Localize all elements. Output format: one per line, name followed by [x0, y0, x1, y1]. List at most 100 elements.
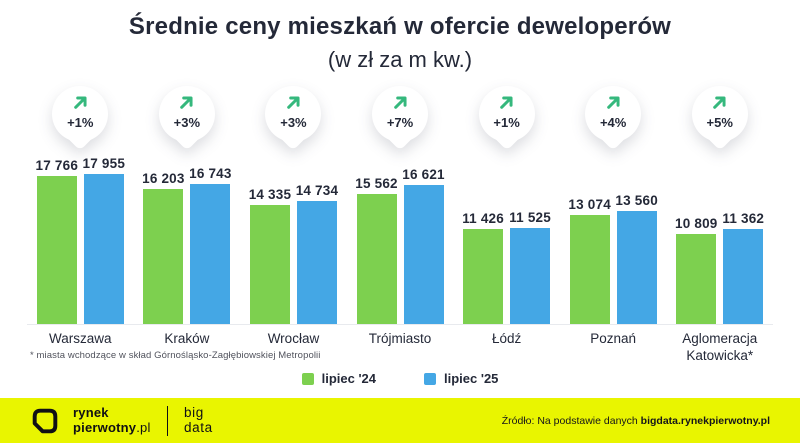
category-label-wroc-aw: Wrocław	[267, 331, 320, 346]
logo-divider	[166, 405, 169, 436]
legend-item-lipiec-24: lipiec '24	[301, 371, 376, 386]
bar-lipiec-25-aglomeracja-katowicka: 11 362	[722, 211, 764, 324]
change-badge: +3%	[265, 86, 322, 152]
bar-value-label: 17 766	[35, 158, 79, 173]
bar-value-label: 14 734	[295, 183, 339, 198]
change-badge: +3%	[158, 86, 215, 152]
chart-group-warszawa: +1% 17 766 17 955	[27, 86, 134, 324]
bar-lipiec-25-pozna: 13 560	[615, 193, 658, 324]
category-label-warszawa: Warszawa	[49, 331, 112, 346]
chart-group-krak-w: +3% 16 203 16 743	[134, 86, 241, 324]
trend-up-arrow-icon	[500, 96, 513, 109]
bar-lipiec-25-d: 11 525	[509, 210, 551, 324]
rynek-pierwotny-logo-icon	[32, 408, 58, 433]
footnote: * miasta wchodzące w skład Górnośląsko-Z…	[30, 350, 321, 361]
trend-up-arrow-icon	[393, 96, 407, 109]
change-badge: +7%	[372, 86, 429, 152]
bar-lipiec-24-pozna: 13 074	[568, 197, 611, 324]
bar-pair: 13 074 13 560	[568, 193, 658, 324]
logo-line2: pierwotny.pl	[73, 419, 151, 435]
bar-lipiec-24-tr-jmiasto: 15 562	[355, 176, 398, 324]
bar-pair: 15 562 16 621	[355, 167, 445, 324]
bar-value-label: 15 562	[355, 176, 398, 191]
legend-item-lipiec-25: lipiec '25	[424, 371, 498, 386]
bar-lipiec-24-wroc-aw: 14 335	[249, 187, 291, 324]
change-percent-label: +3%	[280, 115, 307, 130]
bar-lipiec-24-krak-w: 16 203	[142, 171, 184, 324]
bar-value-label: 11 426	[462, 211, 504, 226]
legend-swatch	[301, 372, 314, 385]
bar-value-label: 13 074	[568, 197, 611, 212]
legend-label: lipiec '24	[321, 371, 376, 386]
chart-group-pozna: +4% 13 074 13 560	[560, 86, 667, 324]
chart-legend: lipiec '24 lipiec '25	[0, 371, 800, 386]
trend-up-arrow-icon	[287, 96, 300, 109]
category-label-aglomeracja-katowicka: Aglomeracja Katowicka*	[682, 331, 758, 363]
chart-group-wroc-aw: +3% 14 335 14 734	[240, 86, 347, 324]
trend-up-arrow-icon	[73, 96, 87, 109]
badge-circle: +7%	[372, 86, 429, 142]
change-badge: +1%	[52, 86, 109, 152]
badge-circle: +1%	[52, 86, 109, 142]
trend-up-arrow-icon	[713, 96, 726, 109]
page-subtitle: (w zł za m kw.)	[327, 47, 473, 72]
bar-value-label: 11 525	[509, 210, 551, 225]
bar-value-label: 10 809	[675, 216, 718, 231]
change-badge: +4%	[585, 86, 642, 152]
x-axis-line	[27, 324, 773, 325]
bigdata-logo-text: big data	[184, 404, 213, 435]
change-percent-label: +3%	[173, 115, 201, 130]
bar-value-label: 17 955	[82, 156, 126, 171]
bar-lipiec-24-warszawa: 17 766	[36, 158, 78, 324]
badge-circle: +1%	[478, 86, 535, 142]
bar-lipiec-25-warszawa: 17 955	[83, 156, 125, 324]
bar-value-label: 16 743	[189, 166, 232, 181]
rynek-pierwotny-logo-text: rynek pierwotny.pl	[73, 406, 151, 434]
footer-bar: rynek pierwotny.pl big data Źródło: Na p…	[0, 398, 800, 443]
change-badge: +5%	[691, 86, 748, 152]
bar-lipiec-24-aglomeracja-katowicka: 10 809	[675, 216, 717, 324]
bar-pair: 16 203 16 743	[142, 166, 231, 324]
legend-swatch	[424, 372, 436, 385]
badge-circle: +4%	[585, 86, 642, 142]
change-badge: +1%	[478, 86, 535, 152]
change-percent-label: +1%	[493, 115, 520, 130]
legend-label: lipiec '25	[444, 371, 499, 386]
bar-lipiec-25-krak-w: 16 743	[189, 166, 231, 324]
change-percent-label: +5%	[706, 115, 733, 130]
page-title: Średnie ceny mieszkań w ofercie dewelope…	[128, 13, 672, 40]
trend-up-arrow-icon	[180, 96, 193, 109]
chart-group-d: +1% 11 426 11 525	[453, 86, 560, 324]
change-percent-label: +4%	[599, 115, 627, 130]
category-label-d: Łódź	[491, 331, 522, 346]
category-label-krak-w: Kraków	[164, 331, 210, 346]
bar-lipiec-24-d: 11 426	[462, 211, 504, 324]
change-percent-label: +1%	[67, 115, 94, 130]
badge-circle: +5%	[691, 86, 748, 142]
bar-lipiec-25-wroc-aw: 14 734	[296, 183, 338, 324]
bar-value-label: 11 362	[722, 211, 765, 226]
category-label-pozna: Poznań	[590, 331, 637, 346]
trend-up-arrow-icon	[606, 96, 620, 109]
x-axis-labels: Warszawa Kraków Wrocław Trójmiasto Łódź Pozna…	[27, 331, 773, 365]
change-percent-label: +7%	[386, 115, 414, 130]
bar-value-label: 14 335	[248, 187, 292, 202]
brand-logos: rynek pierwotny.pl big data	[30, 404, 213, 436]
bar-pair: 10 809 11 362	[675, 211, 764, 324]
bar-chart: +1% 17 766 17 955 +3% 16 203 16 743 +3% 14 335 1…	[27, 86, 773, 324]
bar-pair: 17 766 17 955	[36, 156, 125, 324]
bar-lipiec-25-tr-jmiasto: 16 621	[402, 167, 445, 324]
bar-value-label: 16 621	[402, 167, 445, 182]
bar-value-label: 13 560	[615, 193, 658, 208]
bar-pair: 11 426 11 525	[462, 210, 551, 324]
logo-line1: rynek	[73, 405, 109, 421]
badge-circle: +3%	[158, 86, 215, 142]
category-label-tr-jmiasto: Trójmiasto	[368, 331, 432, 346]
chart-group-tr-jmiasto: +7% 15 562 16 621	[347, 86, 454, 324]
bar-value-label: 16 203	[142, 171, 185, 186]
bar-pair: 14 335 14 734	[249, 183, 338, 324]
badge-circle: +3%	[265, 86, 322, 142]
source-note: Źródło: Na podstawie danych bigdata.ryne…	[501, 414, 770, 427]
chart-group-aglomeracja-katowicka: +5% 10 809 11 362	[666, 86, 773, 324]
